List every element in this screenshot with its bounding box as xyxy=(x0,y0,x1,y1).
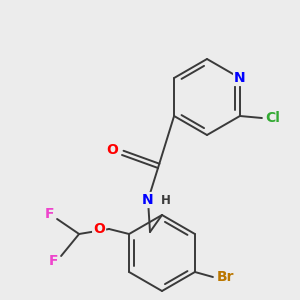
Text: N: N xyxy=(234,71,246,85)
Text: N: N xyxy=(142,193,154,207)
Text: O: O xyxy=(93,222,105,236)
Text: Br: Br xyxy=(217,270,235,284)
Text: H: H xyxy=(161,194,171,208)
Text: O: O xyxy=(106,143,118,157)
Text: F: F xyxy=(48,254,58,268)
Text: F: F xyxy=(44,207,54,221)
Text: Cl: Cl xyxy=(266,111,280,125)
